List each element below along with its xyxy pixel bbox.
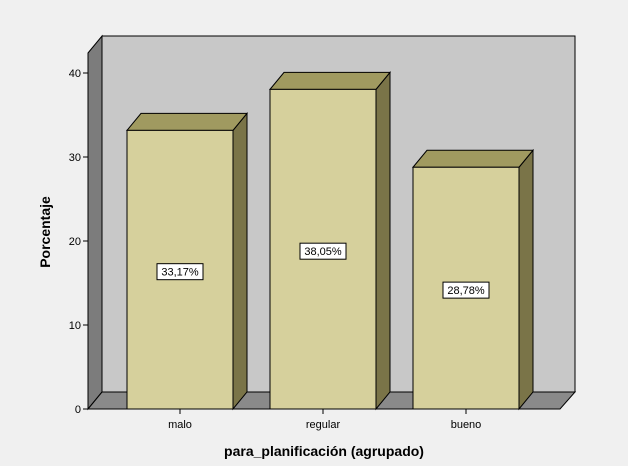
bar: [268, 70, 392, 411]
bar-top: [411, 149, 535, 168]
y-tick-label: 10: [69, 320, 81, 332]
x-tick-label: regular: [306, 419, 341, 431]
left-wall: [87, 34, 103, 411]
y-tick-label: 0: [75, 404, 81, 416]
data-label: 38,05%: [299, 242, 347, 260]
y-axis-title: Porcentaje: [37, 196, 53, 268]
y-tick-label: 40: [69, 68, 81, 80]
bar-side: [232, 111, 248, 411]
data-label-box: [156, 263, 204, 281]
x-tick-label: malo: [168, 419, 192, 431]
bar: [125, 111, 249, 411]
y-axis: 0 10 20 30 40: [69, 53, 89, 416]
data-label-text: 33,17%: [161, 267, 199, 279]
bar-top: [268, 71, 392, 90]
data-label-box: [442, 281, 490, 299]
data-label: 33,17%: [156, 263, 204, 281]
x-tick-label: bueno: [451, 419, 482, 431]
bar-side: [518, 148, 534, 411]
bar: [411, 148, 535, 411]
data-label-group: 33,17% 38,05% 28,78%: [156, 242, 490, 299]
x-axis-title: para_planificación (agrupado): [224, 443, 424, 459]
data-label: 28,78%: [442, 281, 490, 299]
data-label-text: 38,05%: [304, 246, 342, 258]
y-tick-label: 30: [69, 152, 81, 164]
y-tick-label: 20: [69, 236, 81, 248]
data-label-box: [299, 242, 347, 260]
bar-top: [125, 112, 249, 131]
data-label-text: 28,78%: [447, 285, 485, 297]
x-axis: malo regular bueno: [88, 408, 560, 431]
bar-side: [375, 70, 391, 411]
